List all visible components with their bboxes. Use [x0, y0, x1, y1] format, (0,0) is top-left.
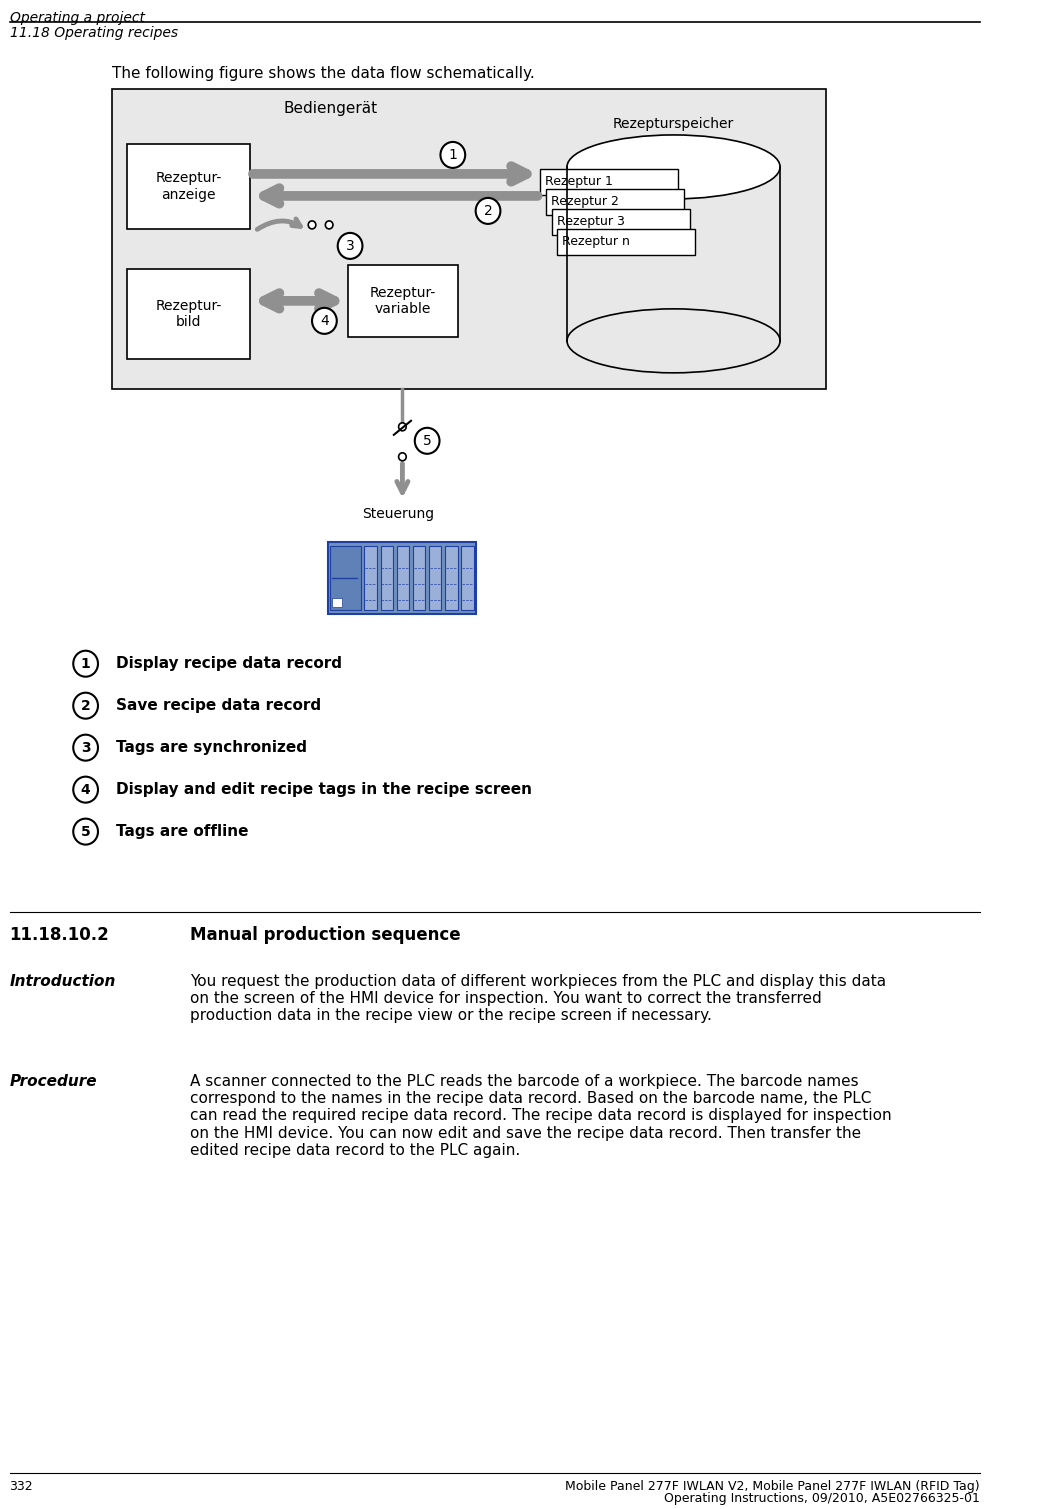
Bar	[330, 546, 361, 610]
Circle shape	[475, 198, 500, 223]
Text: Mobile Panel 277F IWLAN V2, Mobile Panel 277F IWLAN (RFID Tag): Mobile Panel 277F IWLAN V2, Mobile Panel…	[565, 1480, 980, 1494]
Text: Tags are offline: Tags are offline	[116, 824, 249, 839]
Circle shape	[312, 308, 337, 333]
Circle shape	[398, 423, 407, 430]
Text: Operating a project: Operating a project	[9, 11, 145, 26]
Text: 5: 5	[81, 824, 90, 839]
Bar	[546, 189, 684, 214]
Circle shape	[415, 429, 440, 454]
Bar	[332, 598, 342, 607]
Bar	[348, 266, 458, 337]
Text: 4: 4	[81, 783, 90, 797]
Circle shape	[73, 650, 98, 676]
Bar	[552, 208, 690, 235]
Circle shape	[73, 777, 98, 803]
Ellipse shape	[567, 309, 780, 373]
Text: 332: 332	[9, 1480, 33, 1494]
Text: 11.18 Operating recipes: 11.18 Operating recipes	[9, 26, 178, 39]
Bar	[430, 546, 441, 610]
Text: 5: 5	[423, 433, 432, 448]
Text: Steuerung: Steuerung	[363, 507, 435, 521]
Bar	[541, 169, 678, 195]
Text: 3: 3	[345, 238, 355, 254]
Text: Save recipe data record: Save recipe data record	[116, 699, 321, 714]
Text: 4: 4	[320, 314, 329, 327]
Text: Bediengerät: Bediengerät	[284, 101, 379, 116]
Text: Rezeptur-
anzeige: Rezeptur- anzeige	[155, 172, 222, 202]
Text: Rezeptur-
bild: Rezeptur- bild	[155, 299, 222, 329]
Text: Rezeptur 1: Rezeptur 1	[545, 175, 613, 189]
Text: 3: 3	[81, 741, 90, 754]
Bar	[396, 546, 409, 610]
Text: Rezeptur 3: Rezeptur 3	[556, 216, 624, 228]
Circle shape	[73, 693, 98, 718]
Text: 1: 1	[81, 656, 90, 670]
Text: Manual production sequence: Manual production sequence	[190, 925, 461, 943]
Text: 1: 1	[448, 148, 458, 161]
Text: A scanner connected to the PLC reads the barcode of a workpiece. The barcode nam: A scanner connected to the PLC reads the…	[190, 1073, 892, 1157]
Text: Procedure: Procedure	[9, 1073, 97, 1088]
Circle shape	[326, 220, 333, 229]
Bar	[413, 546, 425, 610]
Text: Introduction: Introduction	[9, 973, 115, 988]
Ellipse shape	[567, 134, 780, 199]
Circle shape	[73, 735, 98, 761]
Bar	[567, 167, 780, 341]
Bar	[557, 229, 696, 255]
Bar	[462, 546, 474, 610]
Circle shape	[73, 818, 98, 845]
Text: Operating Instructions, 09/2010, A5E02766325-01: Operating Instructions, 09/2010, A5E0276…	[664, 1492, 980, 1506]
Text: Display recipe data record: Display recipe data record	[116, 656, 342, 672]
Text: The following figure shows the data flow schematically.: The following figure shows the data flow…	[112, 66, 535, 81]
Text: Rezeptur n: Rezeptur n	[563, 235, 630, 249]
FancyBboxPatch shape	[112, 89, 826, 389]
Bar	[381, 546, 393, 610]
Text: Display and edit recipe tags in the recipe screen: Display and edit recipe tags in the reci…	[116, 782, 532, 797]
Bar	[364, 546, 376, 610]
Text: 11.18.10.2: 11.18.10.2	[9, 925, 109, 943]
Text: 2: 2	[81, 699, 90, 712]
Bar	[127, 269, 251, 359]
Text: Rezepturspeicher: Rezepturspeicher	[613, 116, 734, 131]
Circle shape	[338, 232, 363, 260]
Text: Tags are synchronized: Tags are synchronized	[116, 739, 307, 754]
Text: Rezeptur 2: Rezeptur 2	[551, 195, 619, 208]
Text: Rezeptur-
variable: Rezeptur- variable	[370, 285, 436, 315]
Text: You request the production data of different workpieces from the PLC and display: You request the production data of diffe…	[190, 973, 886, 1023]
Bar	[127, 143, 251, 229]
Bar	[329, 542, 475, 614]
Circle shape	[308, 220, 316, 229]
Circle shape	[441, 142, 465, 167]
Text: 2: 2	[484, 204, 492, 217]
Bar	[445, 546, 458, 610]
Circle shape	[398, 453, 407, 460]
